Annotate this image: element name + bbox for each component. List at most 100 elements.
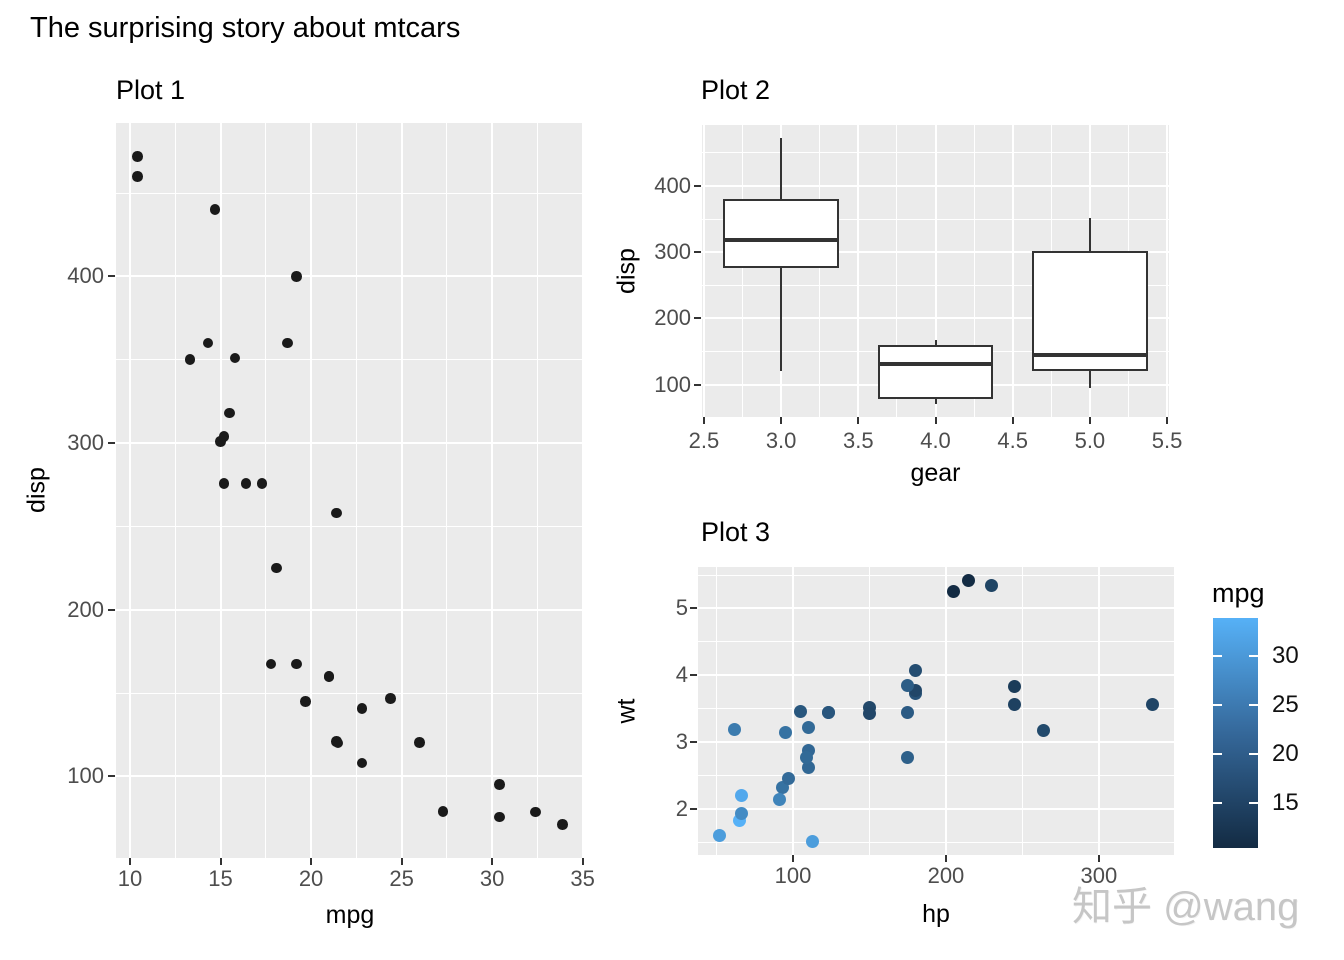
boxplot-box xyxy=(723,199,839,269)
x-tick-mark xyxy=(780,417,783,424)
scatter-point xyxy=(494,811,505,823)
boxplot-box xyxy=(877,344,994,399)
box-whisker-upper xyxy=(934,339,937,345)
scatter-point xyxy=(282,337,293,349)
plot3-y-axis-title: wt xyxy=(612,698,641,724)
scatter-point xyxy=(778,725,792,739)
scatter-point xyxy=(229,352,241,364)
grid-major-y xyxy=(698,741,1174,744)
grid-major-y xyxy=(116,775,584,778)
grid-minor-x xyxy=(973,125,975,417)
y-tick-mark xyxy=(108,608,115,611)
x-tick-label: 100 xyxy=(774,863,812,888)
grid-major-x xyxy=(702,125,705,417)
y-tick-label: 300 xyxy=(654,239,691,265)
y-tick-label: 100 xyxy=(654,371,691,397)
scatter-point xyxy=(901,751,915,765)
grid-minor-y xyxy=(116,192,584,194)
x-tick-label: 200 xyxy=(927,863,965,888)
x-tick-label: 5.0 xyxy=(1074,428,1106,453)
scatter-point xyxy=(300,696,311,707)
legend-tick-left xyxy=(1213,801,1222,804)
grid-major-x xyxy=(1166,125,1169,417)
scatter-point xyxy=(908,664,922,678)
scatter-point xyxy=(437,806,449,817)
scatter-point xyxy=(356,703,368,714)
box-whisker-lower xyxy=(1088,371,1091,388)
x-tick-label: 4.0 xyxy=(920,428,951,453)
x-tick-label: 2.5 xyxy=(688,428,720,453)
boxplot-median xyxy=(725,238,837,243)
grid-minor-y xyxy=(698,708,1174,710)
scatter-point xyxy=(202,337,214,349)
legend-tick-label: 25 xyxy=(1272,691,1299,719)
legend-tick-right xyxy=(1249,801,1258,804)
scatter-point xyxy=(801,761,815,775)
scatter-point xyxy=(265,658,277,669)
x-tick-mark xyxy=(1097,855,1100,862)
box-whisker-lower xyxy=(934,398,937,404)
grid-minor-y xyxy=(698,641,1174,643)
y-tick-label: 300 xyxy=(67,430,104,456)
grid-major-x xyxy=(792,567,795,855)
x-tick-mark xyxy=(792,855,795,862)
y-tick-mark xyxy=(694,383,701,386)
grid-minor-x xyxy=(1021,567,1023,855)
y-tick-label: 200 xyxy=(67,596,104,622)
scatter-point xyxy=(800,750,814,764)
scatter-point xyxy=(1008,679,1022,693)
legend-title: mpg xyxy=(1212,578,1265,608)
y-tick-label: 200 xyxy=(654,305,691,331)
legend-gradient-bar xyxy=(1213,618,1258,848)
y-tick-label: 400 xyxy=(67,263,104,289)
scatter-point xyxy=(985,578,999,592)
y-tick-mark xyxy=(690,674,697,677)
scatter-point xyxy=(557,819,568,830)
x-tick-mark xyxy=(129,858,132,865)
grid-minor-x xyxy=(265,123,267,858)
scatter-point xyxy=(1037,724,1051,738)
scatter-point xyxy=(806,835,820,849)
legend-tick-label: 15 xyxy=(1272,788,1299,816)
grid-major-y xyxy=(702,317,1169,320)
grid-major-x xyxy=(400,123,403,858)
grid-major-x xyxy=(934,125,937,417)
scatter-point xyxy=(781,771,795,785)
scatter-point xyxy=(414,737,425,748)
grid-major-y xyxy=(116,608,584,611)
scatter-point xyxy=(901,679,915,693)
scatter-point xyxy=(901,706,915,720)
grid-minor-x xyxy=(446,123,448,858)
scatter-point xyxy=(821,706,835,720)
y-tick-mark xyxy=(690,607,697,610)
x-tick-label: 30 xyxy=(479,866,505,891)
grid-minor-x xyxy=(742,125,744,417)
box-whisker-lower xyxy=(780,268,783,372)
legend-tick-left xyxy=(1213,753,1222,756)
scatter-point xyxy=(734,807,748,821)
y-tick-label: 400 xyxy=(654,172,691,198)
x-tick-mark xyxy=(1088,417,1091,424)
grid-major-y xyxy=(698,808,1174,811)
x-tick-mark xyxy=(934,417,937,424)
x-tick-label: 5.5 xyxy=(1151,428,1183,453)
x-tick-label: 300 xyxy=(1080,863,1118,888)
y-tick-label: 100 xyxy=(67,763,104,789)
plot3-panel xyxy=(698,567,1174,855)
x-tick-mark xyxy=(857,417,860,424)
grid-minor-x xyxy=(174,123,176,858)
figure-title: The surprising story about mtcars xyxy=(30,12,461,44)
y-tick-mark xyxy=(694,251,701,254)
grid-major-x xyxy=(944,567,947,855)
y-tick-mark xyxy=(690,808,697,811)
scatter-point xyxy=(494,779,505,790)
plot2-x-axis-title: gear xyxy=(910,459,961,487)
scatter-point xyxy=(132,151,143,162)
grid-minor-x xyxy=(819,125,821,417)
grid-major-x xyxy=(219,123,222,858)
grid-major-x xyxy=(1011,125,1014,417)
scatter-point xyxy=(713,828,727,842)
x-tick-mark xyxy=(1011,417,1014,424)
scatter-point xyxy=(132,171,143,182)
scatter-point xyxy=(862,706,876,720)
